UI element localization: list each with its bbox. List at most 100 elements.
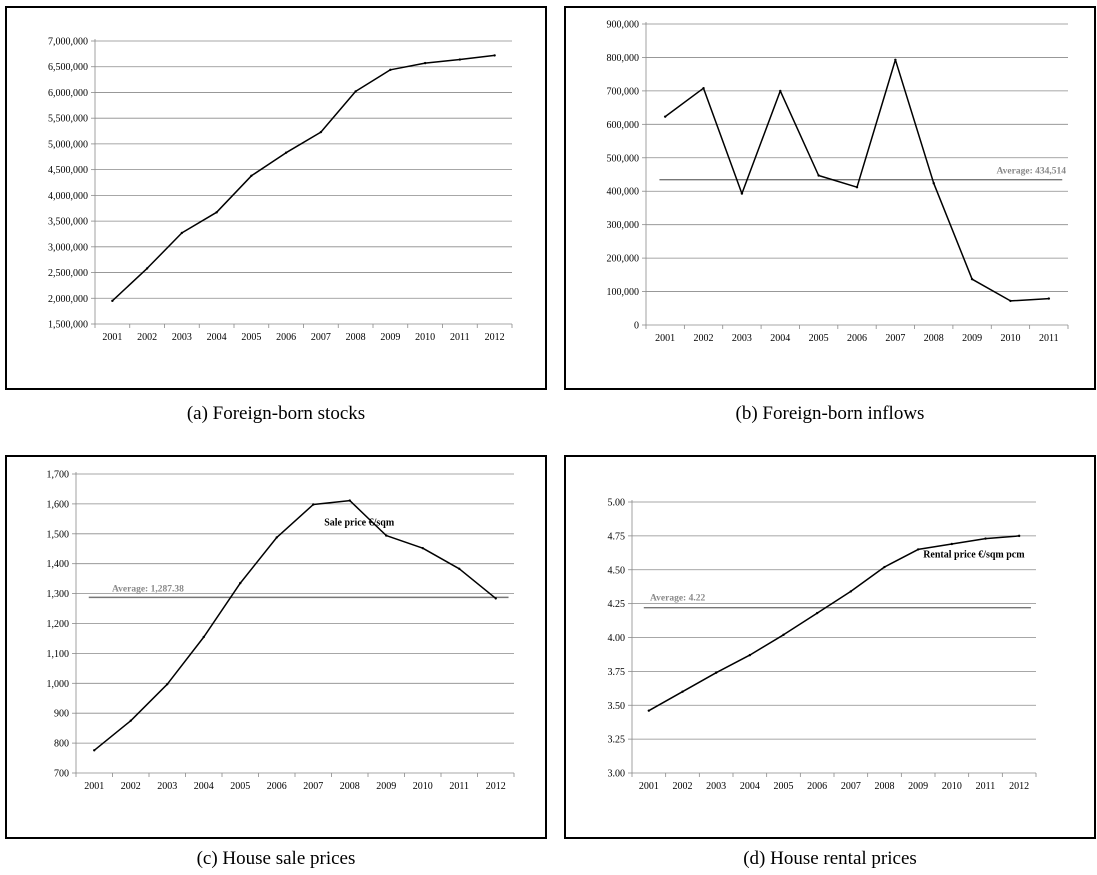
y-tick-label: 7,000,000 [48, 37, 88, 48]
x-tick-label: 2005 [230, 781, 250, 792]
y-tick-label: 4.50 [608, 565, 626, 576]
data-point [458, 567, 461, 570]
y-tick-label: 800,000 [607, 53, 640, 64]
y-tick-label: 900 [54, 709, 69, 720]
x-tick-label: 2010 [942, 781, 962, 792]
y-tick-label: 3.00 [608, 769, 626, 780]
y-tick-label: 800 [54, 739, 69, 750]
y-tick-label: 4,500,000 [48, 165, 88, 176]
data-point [1047, 297, 1051, 300]
data-point [817, 174, 820, 177]
x-tick-label: 2005 [241, 332, 261, 343]
x-tick-label: 2009 [908, 781, 928, 792]
y-tick-label: 3,500,000 [48, 217, 88, 228]
x-tick-label: 2002 [673, 781, 693, 792]
data-point [180, 231, 184, 235]
y-tick-label: 4.00 [608, 633, 626, 644]
x-tick-label: 2011 [1039, 333, 1059, 344]
series-line [111, 54, 495, 302]
chart-foreign-born-stocks: 1,500,000 2,000,000 2,500,000 3,000,000 3,50… [48, 37, 513, 343]
x-tick-label: 2012 [485, 332, 505, 343]
data-point [894, 58, 897, 61]
y-tick-label: 700 [54, 769, 69, 780]
x-tick-label: 2008 [340, 781, 360, 792]
data-point [647, 709, 651, 712]
y-tick-label: 3,000,000 [48, 242, 88, 253]
y-tick-label: 2,500,000 [48, 268, 88, 279]
data-point [348, 499, 351, 502]
data-point [239, 581, 242, 585]
x-tick-label: 2002 [121, 781, 141, 792]
x-tick-label: 2010 [415, 332, 435, 343]
data-point [493, 54, 496, 57]
x-tick-label: 2002 [694, 333, 714, 344]
caption-house-sale-prices: (c) House sale prices [196, 848, 356, 869]
x-tick-label: 2003 [157, 781, 177, 792]
x-tick-label: 2001 [84, 781, 104, 792]
y-tick-label: 400,000 [607, 187, 640, 198]
average-label: Average: 1,287.38 [112, 584, 184, 594]
series-label: Sale price €/sqm [324, 517, 395, 528]
y-tick-label: 0 [634, 321, 639, 332]
y-tick-label: 5,500,000 [48, 114, 88, 125]
x-tick-label: 2006 [276, 332, 296, 343]
x-tick-label: 2004 [770, 333, 790, 344]
data-point [494, 597, 497, 600]
x-tick-label: 2008 [346, 332, 366, 343]
data-point [681, 690, 684, 693]
series-label: Rental price €/sqm pcm [923, 550, 1025, 561]
y-tick-label: 3.50 [608, 701, 626, 712]
x-tick-label: 2004 [740, 781, 760, 792]
chart-panel-foreign-born-inflows: 0 100,000 200,000 300,000 400,000 500,000 600,… [564, 6, 1096, 390]
y-tick-label: 500,000 [607, 153, 640, 164]
y-tick-label: 700,000 [607, 86, 640, 97]
x-tick-label: 2005 [809, 333, 829, 344]
data-point [458, 58, 462, 61]
caption-foreign-born-stocks: (a) Foreign-born stocks [186, 403, 366, 424]
x-tick-label: 2009 [380, 332, 400, 343]
data-point [385, 534, 388, 537]
y-tick-label: 1,200 [47, 619, 70, 630]
data-point [129, 719, 132, 722]
x-tick-label: 2001 [639, 781, 659, 792]
data-point [319, 130, 323, 134]
chart-foreign-born-inflows: 0 100,000 200,000 300,000 400,000 500,000 600,… [607, 20, 1069, 344]
x-tick-label: 2004 [207, 332, 227, 343]
x-tick-label: 2004 [194, 781, 214, 792]
y-tick-label: 1,600 [47, 499, 70, 510]
x-tick-label: 2010 [413, 781, 433, 792]
x-tick-label: 2005 [774, 781, 794, 792]
data-point [702, 87, 705, 90]
x-tick-label: 2011 [976, 781, 996, 792]
data-point [855, 186, 859, 189]
data-point [779, 89, 782, 93]
data-point [916, 548, 920, 551]
data-point [145, 267, 149, 270]
x-tick-label: 2011 [449, 781, 469, 792]
data-point [111, 299, 114, 303]
x-tick-label: 2008 [875, 781, 895, 792]
y-tick-label: 600,000 [607, 120, 640, 131]
y-tick-label: 6,000,000 [48, 88, 88, 99]
y-tick-label: 1,000 [47, 679, 70, 690]
data-point [663, 115, 667, 118]
chart-house-sale-prices: 700 800 900 1,000 1,100 1,200 1,300 1,400 1,500 1… [47, 470, 515, 792]
chart-panel-foreign-born-stocks: 1,500,000 2,000,000 2,500,000 3,000,000 3,50… [5, 6, 547, 390]
y-tick-label: 100,000 [607, 287, 640, 298]
data-point [389, 68, 392, 72]
data-point [284, 151, 288, 154]
y-tick-label: 300,000 [607, 220, 640, 231]
y-tick-label: 1,700 [47, 470, 70, 481]
caption-house-rental-prices: (d) House rental prices [743, 848, 917, 869]
data-point [354, 90, 357, 93]
x-tick-label: 2006 [847, 333, 867, 344]
data-point [421, 546, 424, 550]
x-tick-label: 2012 [486, 781, 506, 792]
data-point [950, 542, 954, 546]
chart-panel-house-rental-prices: 3.00 3.25 3.50 3.75 4.00 4.25 4.50 4.75 5.00 2001… [564, 455, 1096, 839]
x-tick-label: 2009 [376, 781, 396, 792]
caption-foreign-born-inflows: (b) Foreign-born inflows [735, 403, 925, 424]
y-tick-label: 5,000,000 [48, 139, 88, 150]
data-point [202, 635, 205, 639]
x-tick-label: 2007 [303, 781, 323, 792]
